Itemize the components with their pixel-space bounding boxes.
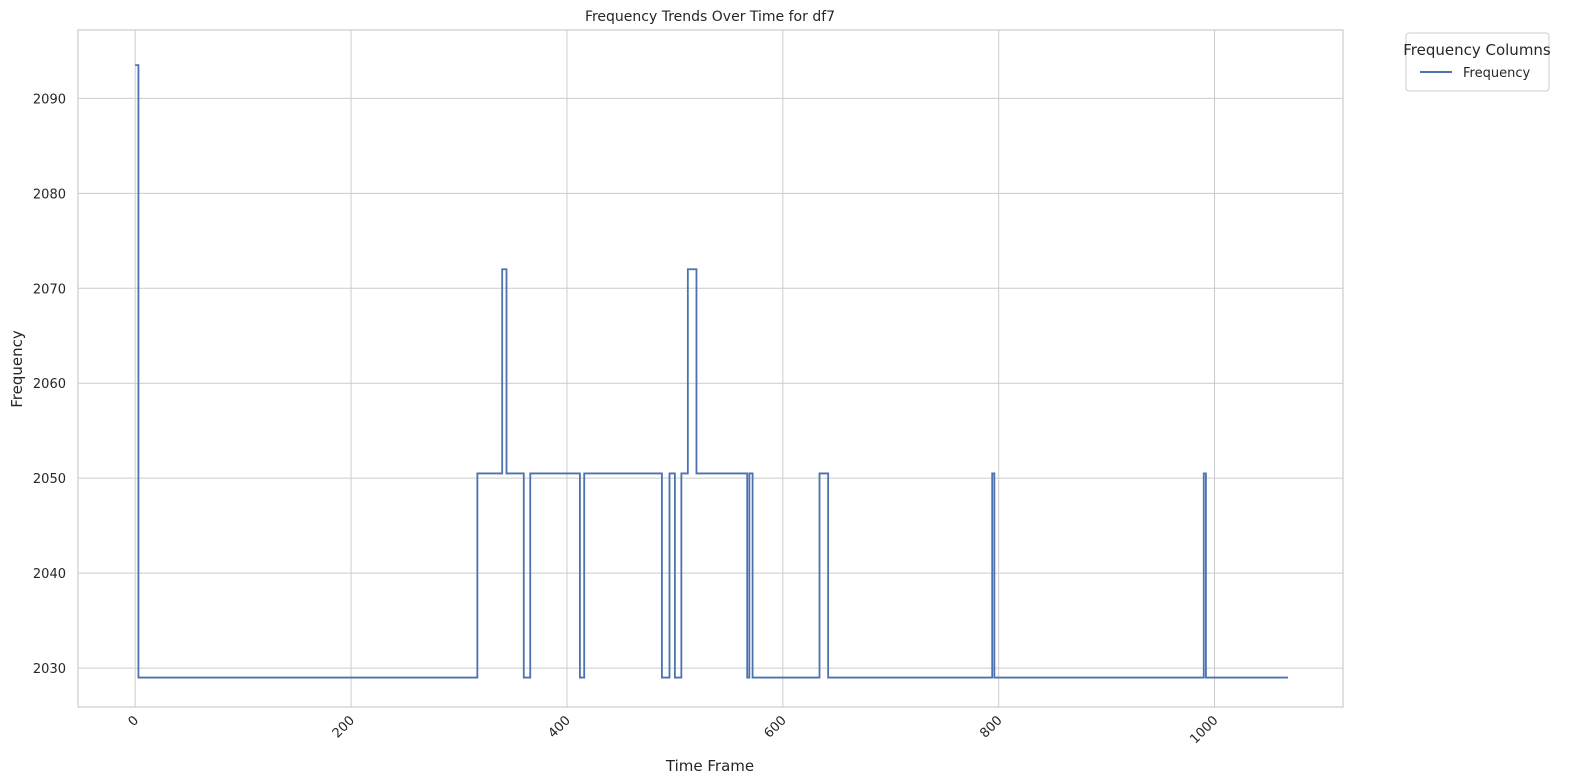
x-tick-label: 200 <box>330 713 358 741</box>
y-tick-label: 2090 <box>33 92 66 107</box>
x-tick-label: 800 <box>977 713 1005 741</box>
legend-label-frequency: Frequency <box>1463 66 1530 81</box>
x-tick-label: 0 <box>126 713 142 729</box>
x-tick-label: 400 <box>546 713 574 741</box>
x-axis-label: Time Frame <box>665 757 754 775</box>
y-tick-label: 2080 <box>33 187 66 202</box>
y-tick-label: 2030 <box>33 662 66 677</box>
y-tick-label: 2050 <box>33 472 66 487</box>
x-tick-label: 1000 <box>1187 713 1221 747</box>
series-line-frequency <box>135 64 1288 679</box>
grid-lines <box>78 30 1343 707</box>
legend-title: Frequency Columns <box>1403 41 1551 59</box>
series-layer <box>135 64 1288 679</box>
y-axis-label: Frequency <box>8 330 26 408</box>
legend-box <box>1405 32 1550 92</box>
plot-area-frame <box>77 29 1344 708</box>
chart-title: Frequency Trends Over Time for df7 <box>585 9 835 25</box>
y-tick-label: 2060 <box>33 377 66 392</box>
y-tick-label: 2040 <box>33 567 66 582</box>
x-tick-label: 600 <box>761 713 789 741</box>
y-tick-label: 2070 <box>33 282 66 297</box>
legend: Frequency Columns Frequency <box>1403 32 1551 92</box>
tick-labels: 0 200 400 600 800 1000 2030 2040 2050 2060 2070 208… <box>33 92 1221 747</box>
